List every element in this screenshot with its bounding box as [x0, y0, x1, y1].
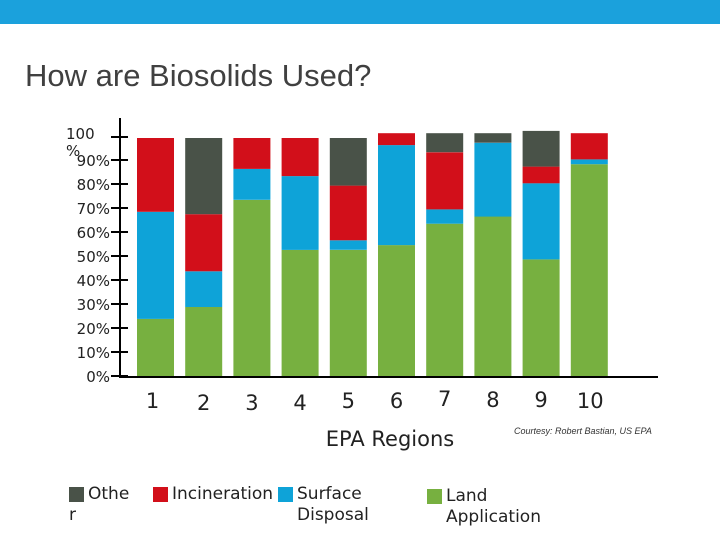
bar-segment-surface-disposal-region-3: [233, 168, 271, 200]
bar-segment-incineration-region-2: [185, 214, 223, 272]
x-tick-labels: 1 2 3 4 5 6 7 8 9 10: [146, 387, 604, 415]
x-axis-label: EPA Regions: [326, 427, 454, 451]
bar-segment-surface-disposal-region-8: [474, 142, 512, 217]
bar-segment-land-application-region-9: [522, 259, 560, 376]
y-tick-label: 30%: [77, 296, 110, 314]
y-tick-label: 70%: [77, 200, 110, 218]
credit-note: Courtesy: Robert Bastian, US EPA: [514, 426, 652, 436]
legend-swatch-land-application: [427, 489, 442, 504]
y-tick-label: 60%: [77, 224, 110, 242]
axes-group: [119, 118, 658, 378]
y-tick-label: 40%: [77, 272, 110, 290]
y-tick-label: 100%: [66, 125, 95, 160]
legend-item-other: Othe r: [69, 484, 129, 526]
x-tick-label-region-2: 2: [197, 391, 210, 415]
bar-segment-surface-disposal-region-9: [522, 183, 560, 260]
bar-segment-land-application-region-10: [570, 164, 608, 376]
bar-segment-other-region-8: [474, 133, 512, 143]
x-tick-label-region-4: 4: [293, 391, 306, 415]
x-tick-label-region-3: 3: [245, 391, 258, 415]
bar-segment-incineration-region-6: [378, 133, 415, 146]
y-tick-label: 10%: [77, 344, 110, 362]
y-tick-label: 90%: [77, 152, 110, 170]
bar-segment-surface-disposal-region-10: [570, 159, 608, 165]
bar-segment-land-application-region-5: [329, 249, 367, 376]
legend-label-land-application: Land Application: [446, 486, 541, 527]
bars-group: [137, 130, 608, 376]
x-tick-label-region-7: 7: [438, 387, 451, 411]
bar-segment-other-region-2: [185, 138, 223, 215]
x-tick-label-region-9: 9: [534, 388, 547, 412]
bar-segment-other-region-7: [426, 133, 464, 153]
legend-label-incineration: Incineration: [172, 484, 274, 504]
legend-swatch-other: [69, 487, 84, 502]
bar-segment-other-region-5: [329, 138, 367, 186]
y-tick-labels: 100 %90% 80% 70% 60% 50% 40% 30% 20% 10% 0%: [66, 125, 128, 386]
legend-item-incineration: Incineration: [153, 484, 273, 505]
x-tick-label-region-10: 10: [577, 389, 604, 413]
bar-segment-surface-disposal-region-2: [185, 271, 223, 307]
bar-segment-land-application-region-6: [378, 245, 415, 376]
bar-segment-land-application-region-3: [233, 199, 271, 376]
bar-segment-land-application-region-1: [137, 318, 174, 376]
bar-segment-surface-disposal-region-1: [137, 211, 174, 319]
slide-title: How are Biosolids Used?: [25, 58, 372, 93]
bar-segment-incineration-region-3: [233, 138, 271, 169]
bar-segment-incineration-region-1: [137, 138, 174, 212]
bar-segment-incineration-region-10: [570, 133, 608, 160]
bar-segment-incineration-region-4: [281, 138, 319, 177]
y-tick-label: 0%: [86, 368, 110, 386]
x-tick-label-region-6: 6: [390, 389, 403, 413]
legend-label-other: Othe r: [69, 484, 130, 525]
x-tick-label-region-5: 5: [342, 389, 355, 413]
bar-segment-surface-disposal-region-4: [281, 176, 319, 250]
legend-item-surface-disposal: Surface Disposal: [278, 484, 369, 526]
legend-item-land-application: Land Application: [427, 486, 541, 528]
legend-swatch-surface-disposal: [278, 487, 293, 502]
top-accent-bar: [0, 0, 720, 24]
bar-segment-incineration-region-9: [522, 166, 560, 184]
x-tick-label-region-1: 1: [146, 389, 159, 413]
legend-swatch-incineration: [153, 487, 168, 502]
bar-segment-surface-disposal-region-7: [426, 209, 464, 224]
bar-segment-incineration-region-5: [329, 185, 367, 241]
legend-label-surface-disposal: Surface Disposal: [297, 484, 369, 525]
bar-segment-land-application-region-4: [281, 249, 319, 376]
y-tick-label: 50%: [77, 248, 110, 266]
bar-segment-surface-disposal-region-6: [378, 145, 415, 246]
bar-segment-land-application-region-2: [185, 307, 223, 376]
bar-segment-land-application-region-7: [426, 223, 464, 376]
bar-segment-land-application-region-8: [474, 216, 512, 376]
bar-segment-incineration-region-7: [426, 152, 464, 210]
y-tick-label: 80%: [77, 176, 110, 194]
bar-segment-surface-disposal-region-5: [329, 240, 367, 250]
bar-segment-other-region-9: [522, 130, 560, 167]
x-tick-label-region-8: 8: [486, 388, 499, 412]
y-tick-label: 20%: [77, 320, 110, 338]
